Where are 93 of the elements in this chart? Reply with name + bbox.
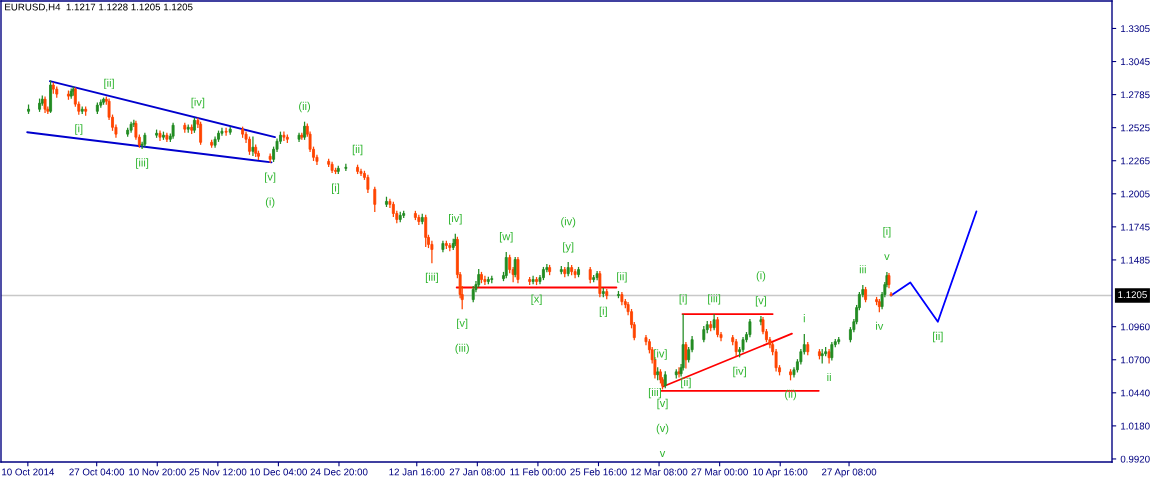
annotation: [i] xyxy=(332,183,340,194)
annotation: [ii] xyxy=(352,144,363,156)
annotation: [w] xyxy=(499,232,513,243)
annotation: (i) xyxy=(756,271,766,282)
x-tick-label: 27 Jan 08:00 xyxy=(449,468,506,476)
annotation: [i] xyxy=(679,294,687,305)
y-tick-label: 1.2005 xyxy=(1121,190,1150,198)
x-tick-label: 10 Nov 20:00 xyxy=(129,468,186,476)
annotation: [iv] xyxy=(449,214,462,225)
candlestick xyxy=(480,271,483,284)
candlestick xyxy=(535,276,538,286)
candlestick xyxy=(27,104,30,114)
candlestick xyxy=(577,266,580,278)
candlestick xyxy=(818,349,821,360)
annotation: [i] xyxy=(599,306,607,318)
annotation: [i] xyxy=(883,227,891,238)
candlestick xyxy=(158,130,162,141)
candlestick xyxy=(356,164,360,175)
y-tick-label: 1.3305 xyxy=(1121,25,1150,33)
y-tick-label: 1.3045 xyxy=(1121,58,1150,66)
annotation: (ii) xyxy=(299,101,311,113)
annotation: [ii] xyxy=(617,272,627,283)
annotation: (i) xyxy=(265,197,275,208)
y-tick-label: 1.2785 xyxy=(1121,91,1150,99)
candlestick xyxy=(617,290,620,299)
candlestick xyxy=(573,268,577,279)
annotation: [ii] xyxy=(681,377,691,389)
y-tick-label: 1.0960 xyxy=(1121,323,1150,331)
ref-line-label: 1.1205 xyxy=(1118,291,1147,299)
candlestick xyxy=(504,251,508,279)
y-tick-label: 1.0440 xyxy=(1121,389,1150,397)
annotation: [iii] xyxy=(708,294,721,305)
x-tick-label: 27 Mar 00:00 xyxy=(691,468,748,476)
x-tick-label: 11 Feb 00:00 xyxy=(510,468,566,476)
y-tick-label: 0.9920 xyxy=(1120,455,1150,463)
candlestick xyxy=(789,369,792,381)
annotation: [x] xyxy=(531,294,542,305)
candlestick xyxy=(155,129,159,138)
candlestick xyxy=(224,127,228,136)
annotation: [ii] xyxy=(104,78,114,90)
x-tick-label: 12 Mar 08:00 xyxy=(631,468,688,476)
annotation: [iii] xyxy=(425,272,438,284)
y-tick-label: 1.0180 xyxy=(1121,422,1150,430)
annotation: v xyxy=(884,254,890,261)
annotation: (ii) xyxy=(785,389,797,401)
annotation: [iv] xyxy=(654,349,667,360)
candlestick xyxy=(248,136,251,155)
candlestick xyxy=(516,256,520,284)
candlestick xyxy=(373,186,377,213)
candlestick xyxy=(38,98,41,112)
x-tick-label: 27 Apr 08:00 xyxy=(821,468,877,478)
annotation: ii xyxy=(827,372,831,381)
annotation: (iv) xyxy=(561,217,576,228)
annotation: (iii) xyxy=(455,343,469,355)
candlestick xyxy=(162,131,165,140)
x-tick-label: 10 Dec 04:00 xyxy=(250,468,307,476)
annotation: [v] xyxy=(457,318,468,330)
annotation: [v] xyxy=(657,398,668,410)
x-tick-label: 25 Nov 12:00 xyxy=(189,468,247,476)
x-tick-label: 24 Dec 20:00 xyxy=(310,468,368,476)
annotation: [v] xyxy=(265,172,276,183)
x-tick-label: 25 Feb 16:00 xyxy=(570,468,627,476)
annotation: v xyxy=(659,451,666,457)
x-tick-label: 27 Oct 04:00 xyxy=(69,468,125,476)
candlestick xyxy=(199,121,203,145)
annotation: [v] xyxy=(755,296,767,307)
candlestick xyxy=(385,196,388,208)
candlestick xyxy=(424,214,428,248)
annotation: [iii] xyxy=(136,158,149,169)
chart-title: EURUSD,H4 1.1217 1.1228 1.1205 1.1205 xyxy=(5,3,193,12)
x-tick-label: 10 Apr 16:00 xyxy=(753,468,808,478)
candlestick xyxy=(268,153,272,164)
annotation: i xyxy=(803,314,805,323)
x-tick-label: 12 Jan 16:00 xyxy=(389,468,445,476)
candlestick xyxy=(344,163,348,172)
y-tick-label: 1.1485 xyxy=(1121,256,1150,264)
annotation: [iv] xyxy=(191,97,205,109)
annotation: [iv] xyxy=(733,366,746,378)
annotation: iii xyxy=(859,265,866,274)
annotation: (v) xyxy=(656,423,669,435)
y-tick-label: 1.2525 xyxy=(1121,124,1150,132)
y-tick-label: 1.1745 xyxy=(1121,223,1150,231)
annotation: [i] xyxy=(75,124,83,135)
x-tick-label: 10 Oct 2014 xyxy=(2,468,55,476)
candlestick xyxy=(359,168,363,176)
annotation: [y] xyxy=(563,242,574,253)
y-tick-label: 1.0700 xyxy=(1121,356,1150,364)
line-series xyxy=(890,210,978,323)
annotation: iv xyxy=(876,321,884,330)
y-tick-label: 1.2265 xyxy=(1121,157,1150,165)
annotation: [ii] xyxy=(933,331,943,343)
annotation: [iii] xyxy=(648,387,661,399)
candlestick xyxy=(716,317,720,338)
